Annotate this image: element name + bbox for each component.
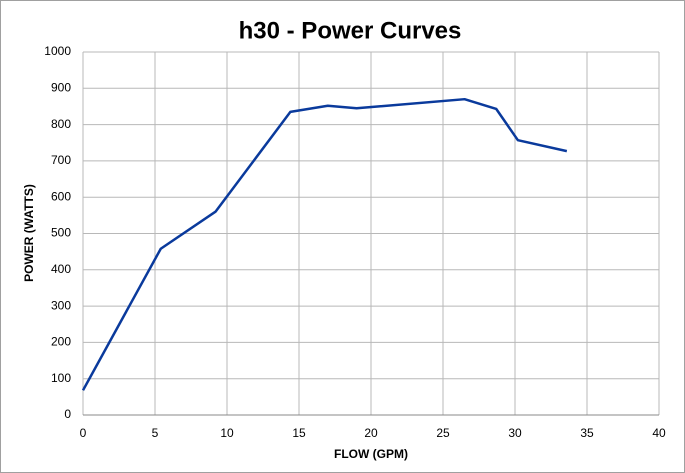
x-tick-label: 0: [80, 426, 87, 440]
x-tick-label: 30: [508, 426, 522, 440]
x-axis-label: FLOW (GPM): [334, 447, 408, 461]
x-tick-label: 5: [152, 426, 159, 440]
y-tick-label: 600: [51, 189, 71, 203]
y-tick-label: 1000: [44, 44, 71, 58]
x-tick-label: 40: [652, 426, 666, 440]
y-axis-label: POWER (WATTS): [22, 184, 36, 282]
y-tick-label: 300: [51, 298, 71, 312]
y-tick-label: 100: [51, 371, 71, 385]
x-tick-label: 15: [292, 426, 306, 440]
data-line: [81, 97, 568, 391]
y-tick-label: 0: [64, 407, 71, 421]
y-tick-label: 400: [51, 262, 71, 276]
chart-title: h30 - Power Curves: [239, 17, 462, 44]
y-tick-label: 800: [51, 117, 71, 131]
y-tick-label: 500: [51, 226, 71, 240]
x-tick-label: 25: [436, 426, 450, 440]
y-tick-label: 900: [51, 80, 71, 94]
x-tick-label: 20: [364, 426, 378, 440]
x-tick-label: 10: [220, 426, 234, 440]
x-tick-label: 35: [580, 426, 594, 440]
y-tick-label: 200: [51, 335, 71, 349]
y-tick-label: 700: [51, 153, 71, 167]
